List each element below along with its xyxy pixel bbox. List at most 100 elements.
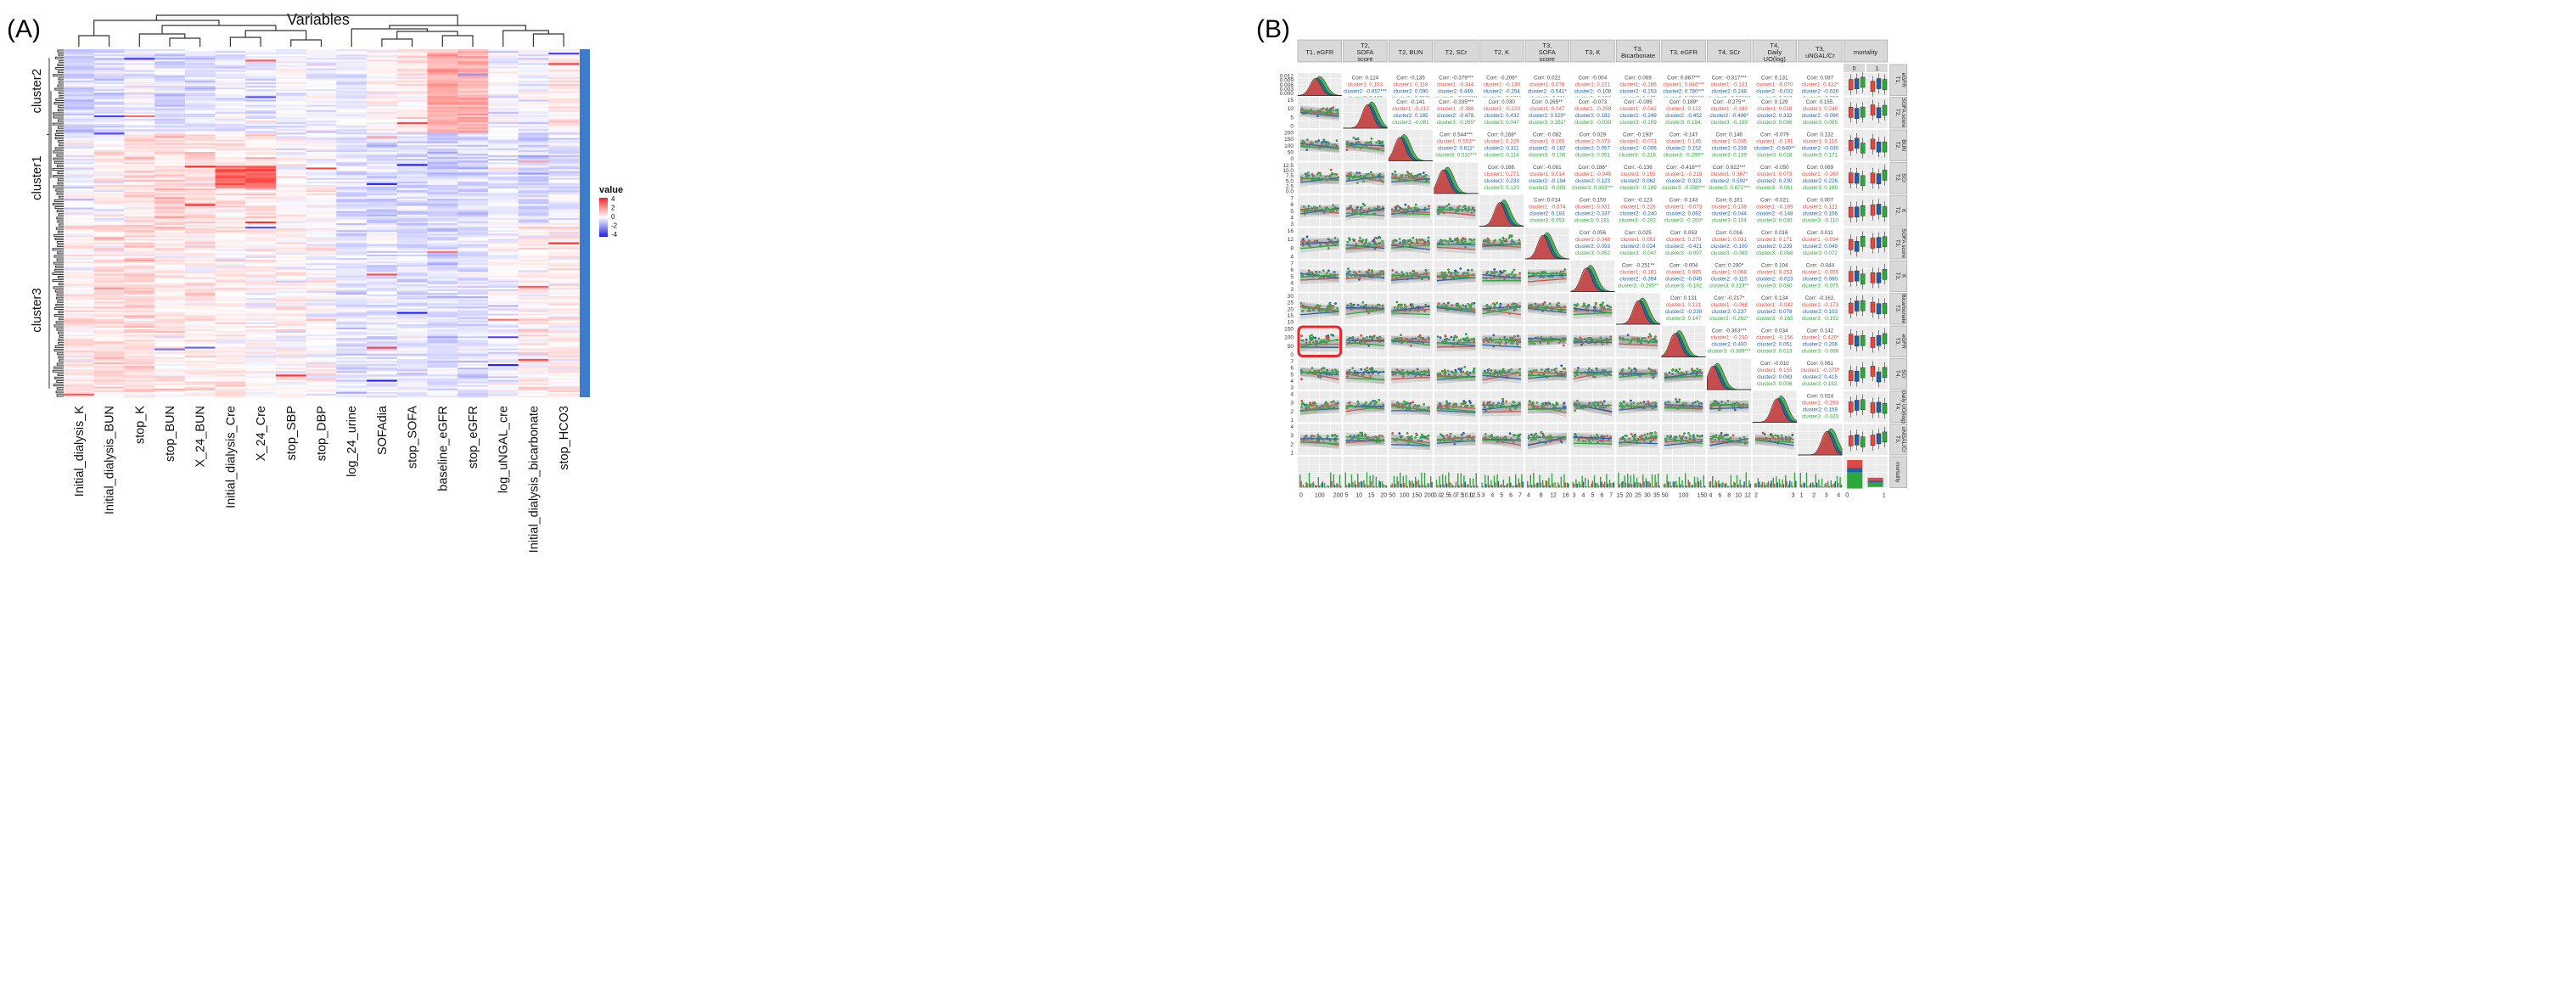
column-header-label: T2, SCr [1445,48,1468,56]
row-dendrogram-link [53,116,64,118]
corr-cluster2: cluster2: 0.780*** [1663,89,1704,95]
column-header-label: uNGAL/Cr [1805,52,1835,59]
corr-cluster3: cluster3: 0.189 [1803,185,1838,191]
corr-overall: Corr: 0.011 [1807,230,1834,236]
row-dendrogram-link [59,81,64,83]
heatmap-cell [124,396,154,397]
row-dendrogram-link [59,53,64,55]
corr-cluster3: cluster3: 0.053 [1529,218,1565,224]
corr-overall: Corr: 0.124 [1352,76,1379,81]
corr-cluster2: cluster2: -0.478. [1437,113,1475,119]
corr-cluster2: cluster2: 0.123 [1575,178,1611,184]
corr-overall: Corr: -0.275** [1713,99,1746,105]
row-cluster-label: cluster1 [30,155,44,200]
corr-cluster2: cluster2: -0.026 [1802,89,1839,95]
corr-overall: Corr: 0.025 [1625,230,1652,236]
scatter-point [1359,237,1361,239]
corr-cluster3: cluster3: 0.120 [1484,185,1520,191]
corr-overall: Corr: 0.069 [1625,76,1652,81]
row-dendrogram-link [55,88,64,90]
corr-cluster2: cluster2: 0.185 [1393,113,1428,119]
corr-cluster3: cluster3: -0.265* [1437,120,1476,126]
row-dendrogram-link [59,224,64,226]
correlation-matrix-chart: Correlation Of DataT1, eGFRT2,SOFAscoreT… [1256,0,2576,984]
column-label: SOFAdia [376,405,390,455]
row-header-label: T2, [1894,142,1900,150]
corr-cluster2: cluster2: 0.182 [1575,113,1611,119]
corr-cluster1: cluster1: 0.122 [1666,106,1702,112]
heatmap-cell [397,396,428,397]
boxplot-box [1855,109,1859,119]
corr-overall: Corr: -0.135 [1396,76,1425,81]
corr-cluster2: cluster2: 0.311 [1484,146,1519,152]
row-dendrogram-link [55,238,64,239]
corr-overall: Corr: -0.079 [1760,132,1789,138]
corr-overall: Corr: -0.141 [1396,99,1425,105]
scatter-point [1357,138,1360,140]
corr-cluster1: cluster1: -0.073 [1665,205,1703,211]
corr-cluster3: cluster3: 0.139 [1712,153,1748,159]
row-dendrogram-link [57,154,64,156]
row-header-label: SOFA score [1900,228,1906,258]
corr-cluster3: cluster3: -0.069 [1710,250,1748,256]
boxplot-box [1860,236,1865,246]
row-dendrogram-link [59,231,64,233]
column-label: stop_HCO3 [558,406,571,470]
heatmap-cells [64,49,579,397]
row-dendrogram-link [59,78,64,80]
corr-cluster2: cluster2: -0.649** [1754,146,1796,152]
corr-cluster2: cluster2: 0.082 [1666,211,1702,217]
dendrogram-link [230,37,261,47]
scatter-point [1319,172,1322,175]
column-label: stop_K [133,406,147,444]
scatter-point [1406,171,1409,173]
row-dendrogram-link [53,249,64,250]
legend-title: value [599,185,623,195]
column-label: stop_SBP [285,406,299,461]
corr-cluster3: cluster3: -0.097 [1665,250,1703,256]
corr-cluster1: cluster1: 0.073 [1575,139,1611,145]
boxplot-box [1849,107,1853,117]
row-header-label: mortality [1894,462,1900,483]
row-dendrogram-link [59,92,64,93]
corr-cluster2: cluster2: -0.153 [1619,89,1657,95]
corr-overall: Corr: -0.081 [1533,165,1562,171]
corr-overall: Corr: -0.317*** [1712,76,1747,81]
corr-cluster3: cluster3: -0.299** [1663,153,1704,159]
row-dendrogram-link [53,158,64,160]
row-dendrogram-link [55,57,64,59]
corr-cluster1: cluster1: 0.047 [1529,106,1565,112]
corr-cluster2: cluster2: 0.062 [1620,178,1656,184]
corr-overall: Corr: 0.129 [1761,99,1788,105]
column-label: log_uNGAL_cre [497,406,511,493]
column-label: Initial_dialysis_BUN [104,406,117,514]
row-dendrogram-link [59,141,64,143]
scatter-point [1330,169,1333,171]
corr-cluster2: cluster2: 0.226 [1803,178,1838,184]
corr-cluster2: cluster2: 0.152 [1666,146,1702,152]
heatmap-title: Variables [287,11,350,28]
corr-cluster2: cluster2: -0.240 [1619,211,1657,217]
corr-cluster1: cluster1: -0.223 [1483,106,1520,112]
row-dendrogram-link [59,283,64,285]
corr-cluster1: cluster1: 0.121 [1803,205,1838,211]
row-header-label: SCr [1900,369,1906,379]
scatter-point [1448,203,1451,205]
mortality-level-label: 0 [1853,66,1856,72]
row-header-label: T4, [1894,370,1900,379]
dendrogram-link [390,25,526,31]
row-header-label: T1, [1894,76,1900,85]
corr-overall: Corr: 0.189* [1670,99,1698,105]
row-dendrogram-link [59,318,64,320]
row-dendrogram-link [55,346,64,348]
scatter-point [1370,171,1372,174]
corr-cluster3: cluster3: 0.171 [1803,153,1838,159]
heatmap-cell [519,396,549,397]
corr-cluster1: cluster1: 0.226 [1484,139,1520,145]
corr-overall: Corr: 0.016 [1715,230,1743,236]
row-header-label: K [1900,274,1906,278]
row-header-label: T2, [1894,207,1900,216]
heatmap-cell [306,396,337,397]
row-dendrogram-link [59,356,64,358]
corr-cluster3: cluster3: -0.109 [1619,120,1657,126]
